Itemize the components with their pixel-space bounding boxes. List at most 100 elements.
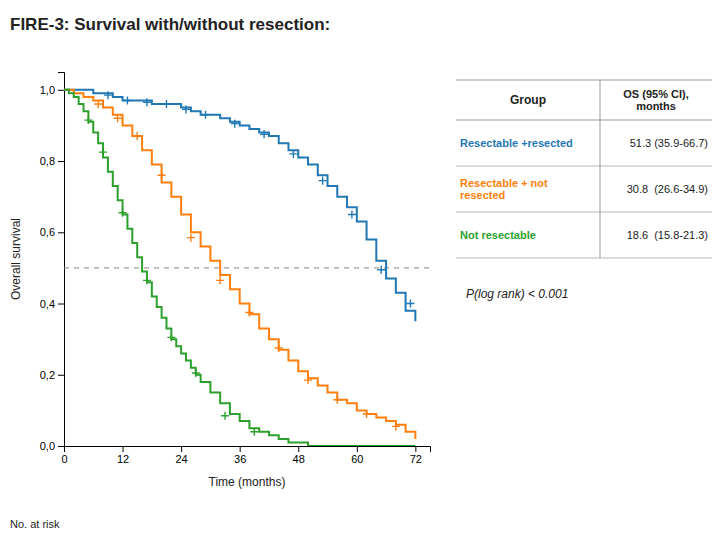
- text-line: 51.3 (35.9-66.7): [630, 137, 708, 149]
- y-axis: 0,00,20,40,60,81,0: [40, 73, 65, 453]
- table-group-label: Resectable + notresected: [460, 177, 548, 202]
- x-axis: 0 12 24 36 48 60 72: [61, 446, 430, 465]
- survival-curve: [64, 90, 415, 322]
- x-tick: 0: [61, 446, 67, 465]
- censor-mark: [143, 98, 151, 106]
- y-tick-mark: [58, 375, 64, 376]
- text-line: 30.8 (26.6-34.9): [627, 183, 708, 195]
- y-tick: 1,0: [40, 84, 64, 96]
- x-tick: 12: [117, 446, 129, 465]
- table-rule: [456, 258, 712, 259]
- chart: FIRE-3: Survival with/without resection:…: [0, 0, 720, 540]
- x-tick-label: 36: [234, 453, 246, 465]
- censor-mark: [192, 369, 200, 377]
- censor-mark: [182, 105, 190, 113]
- censor-mark: [99, 148, 107, 156]
- censor-mark: [275, 344, 283, 352]
- censor-mark: [319, 177, 327, 185]
- censor-mark: [94, 100, 102, 108]
- y-tick-mark: [58, 161, 64, 162]
- censor-mark: [377, 266, 385, 274]
- censor-mark: [167, 333, 175, 341]
- x-tick: 36: [234, 446, 246, 465]
- censor-mark: [123, 96, 131, 104]
- y-tick-label: 0,4: [40, 298, 55, 310]
- plot-area: [64, 90, 430, 446]
- censor-mark: [84, 116, 92, 124]
- x-tick: 24: [175, 446, 187, 465]
- y-tick-label: 1,0: [40, 84, 55, 96]
- y-tick-label: 0,6: [40, 226, 55, 238]
- censor-mark: [406, 300, 414, 308]
- y-tick: 0,0: [40, 440, 64, 452]
- censor-mark: [245, 308, 253, 316]
- censor-mark: [250, 428, 258, 436]
- censor-mark: [162, 100, 170, 108]
- table-rule: [456, 212, 712, 213]
- y-tick-mark: [58, 90, 64, 91]
- y-tick-mark: [58, 446, 64, 447]
- table-os-value: 51.3 (35.9-66.7): [630, 137, 708, 149]
- censor-mark: [392, 422, 400, 430]
- y-tick: 0,6: [40, 226, 64, 238]
- survival-curve: [64, 90, 415, 446]
- title: FIRE-3: Survival with/without resection:: [10, 15, 330, 34]
- censor-mark: [114, 114, 122, 122]
- x-axis-line: [65, 447, 431, 453]
- x-tick-mark: [298, 446, 299, 452]
- censor-mark: [304, 376, 312, 384]
- y-tick: 0,4: [40, 298, 64, 310]
- censor-mark: [221, 412, 229, 420]
- x-tick-mark: [123, 446, 124, 452]
- table-group-label: Resectable +resected: [460, 137, 573, 149]
- y-tick: 0,8: [40, 155, 64, 167]
- y-axis-line: [58, 73, 65, 447]
- censor-mark: [202, 111, 210, 119]
- x-tick-label: 60: [351, 453, 363, 465]
- text-line: 18.6 (15.8-21.3): [627, 229, 708, 241]
- text-line: Group: [510, 93, 546, 107]
- censor-mark: [187, 234, 195, 242]
- x-tick-mark: [357, 446, 358, 452]
- y-axis-title: Overall survival: [9, 218, 23, 300]
- censor-mark: [348, 210, 356, 218]
- text-line: months: [636, 100, 676, 112]
- table-rule: [600, 80, 601, 258]
- y-tick-label: 0,0: [40, 440, 55, 452]
- text-line: resected: [460, 189, 505, 201]
- y-tick-label: 0,8: [40, 155, 55, 167]
- x-tick-label: 48: [293, 453, 305, 465]
- x-tick: 48: [293, 446, 305, 465]
- table-rule: [456, 166, 712, 167]
- table-header: Group: [510, 93, 546, 107]
- y-tick-mark: [58, 232, 64, 233]
- censor-mark: [119, 209, 127, 217]
- table-rule: [456, 80, 712, 81]
- annotation: No. at risk: [10, 518, 60, 530]
- x-tick-label: 12: [117, 453, 129, 465]
- censor-mark: [216, 276, 224, 284]
- table: Group OS (95% CI),months Resectable +resec…: [456, 80, 712, 258]
- censor-mark: [333, 396, 341, 404]
- censor-mark: [158, 171, 166, 179]
- x-tick-mark: [181, 446, 182, 452]
- text-line: Resectable +resected: [460, 137, 573, 149]
- x-tick: 60: [351, 446, 363, 465]
- table-header: OS (95% CI),months: [623, 88, 688, 113]
- table-os-value: 30.8 (26.6-34.9): [627, 183, 708, 195]
- x-tick: 72: [410, 446, 422, 465]
- x-tick-mark: [415, 446, 416, 452]
- x-tick-label: 72: [410, 453, 422, 465]
- censor-mark: [231, 120, 239, 128]
- censor-mark: [289, 150, 297, 158]
- censor-mark: [260, 130, 268, 138]
- table-os-value: 18.6 (15.8-21.3): [627, 229, 708, 241]
- y-tick-mark: [58, 304, 64, 305]
- text-line: Not resectable: [460, 229, 536, 241]
- x-tick-mark: [240, 446, 241, 452]
- annotation: P(log rank) < 0.001: [466, 287, 568, 301]
- x-axis-title: Time (months): [209, 475, 286, 489]
- censor-mark: [133, 132, 141, 140]
- reference-line: [64, 267, 430, 268]
- table-rule: [456, 120, 712, 121]
